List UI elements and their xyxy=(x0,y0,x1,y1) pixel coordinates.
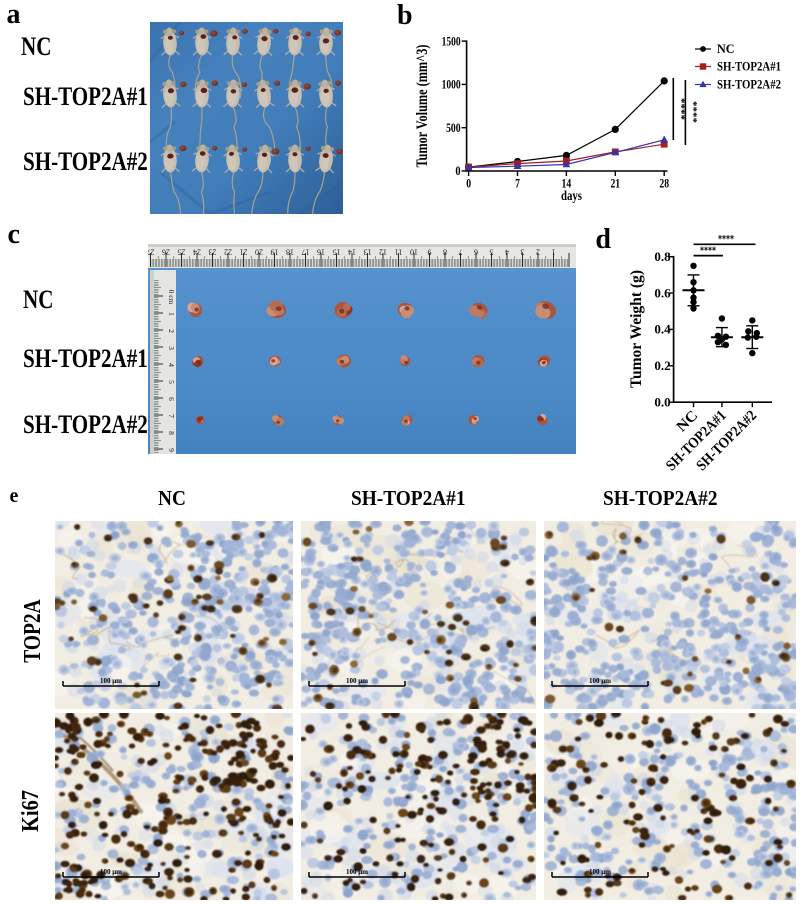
svg-text:14: 14 xyxy=(562,176,572,191)
svg-text:8: 8 xyxy=(167,431,176,435)
svg-text:0.4: 0.4 xyxy=(654,322,671,337)
svg-text:15: 15 xyxy=(333,248,341,257)
svg-text:0.2: 0.2 xyxy=(654,358,670,373)
svg-text:17: 17 xyxy=(302,248,310,257)
svg-text:1: 1 xyxy=(552,248,556,257)
svg-text:0.8: 0.8 xyxy=(654,249,671,264)
svg-text:4: 4 xyxy=(505,248,509,257)
svg-text:6: 6 xyxy=(167,397,176,401)
svg-text:2: 2 xyxy=(167,329,176,333)
svg-text:21: 21 xyxy=(240,248,248,257)
svg-text:0: 0 xyxy=(466,176,471,191)
svg-text:NC: NC xyxy=(717,41,735,56)
svg-text:26: 26 xyxy=(162,248,170,257)
svg-text:7: 7 xyxy=(459,248,463,257)
svg-text:0 cm: 0 cm xyxy=(167,290,176,305)
svg-text:19: 19 xyxy=(271,248,279,257)
svg-text:10: 10 xyxy=(410,248,418,257)
svg-text:0.6: 0.6 xyxy=(654,285,671,300)
svg-text:23: 23 xyxy=(209,248,217,257)
svg-text:9: 9 xyxy=(428,248,432,257)
svg-text:100 μm: 100 μm xyxy=(100,868,122,876)
svg-text:21: 21 xyxy=(610,176,620,191)
svg-text:1: 1 xyxy=(167,312,176,316)
svg-text:14: 14 xyxy=(348,248,356,257)
svg-text:13: 13 xyxy=(364,248,372,257)
svg-text:2: 2 xyxy=(536,248,540,257)
svg-text:SH-TOP2A#2: SH-TOP2A#2 xyxy=(717,77,781,92)
svg-text:100 μm: 100 μm xyxy=(589,677,611,685)
svg-text:100 μm: 100 μm xyxy=(589,868,611,876)
svg-text:5: 5 xyxy=(490,248,494,257)
svg-text:8: 8 xyxy=(443,248,447,257)
svg-text:20: 20 xyxy=(255,248,263,257)
svg-text:days: days xyxy=(561,189,582,204)
svg-text:7: 7 xyxy=(167,414,176,418)
svg-text:SH-TOP2A#1: SH-TOP2A#1 xyxy=(717,59,781,74)
svg-text:25: 25 xyxy=(178,248,186,257)
svg-text:9: 9 xyxy=(167,448,176,452)
svg-text:1000: 1000 xyxy=(442,77,461,92)
svg-text:3: 3 xyxy=(521,248,525,257)
svg-text:0: 0 xyxy=(455,163,460,178)
svg-text:7: 7 xyxy=(515,176,520,191)
svg-text:22: 22 xyxy=(224,248,232,257)
svg-text:5: 5 xyxy=(167,380,176,384)
svg-text:28: 28 xyxy=(659,176,669,191)
svg-text:500: 500 xyxy=(446,120,461,135)
svg-text:1500: 1500 xyxy=(442,33,461,48)
svg-text:16: 16 xyxy=(317,248,325,257)
svg-text:11: 11 xyxy=(395,248,403,257)
svg-text:****: **** xyxy=(700,245,716,257)
svg-text:12: 12 xyxy=(379,248,387,257)
svg-text:100 μm: 100 μm xyxy=(100,677,122,685)
svg-text:****: **** xyxy=(687,101,699,124)
svg-text:3: 3 xyxy=(167,346,176,350)
svg-text:18: 18 xyxy=(286,248,294,257)
svg-text:Tumor Volume (mm^3): Tumor Volume (mm^3) xyxy=(414,45,431,168)
svg-text:4: 4 xyxy=(167,363,176,367)
svg-text:****: **** xyxy=(718,234,734,246)
svg-text:100 μm: 100 μm xyxy=(345,677,367,685)
svg-text:24: 24 xyxy=(193,248,201,257)
svg-text:Tumor Weight (g): Tumor Weight (g) xyxy=(628,270,645,388)
svg-text:6: 6 xyxy=(474,248,478,257)
svg-text:100 μm: 100 μm xyxy=(345,868,367,876)
svg-text:****: **** xyxy=(675,98,687,121)
svg-text:27: 27 xyxy=(148,248,155,257)
svg-text:0.0: 0.0 xyxy=(654,394,670,409)
